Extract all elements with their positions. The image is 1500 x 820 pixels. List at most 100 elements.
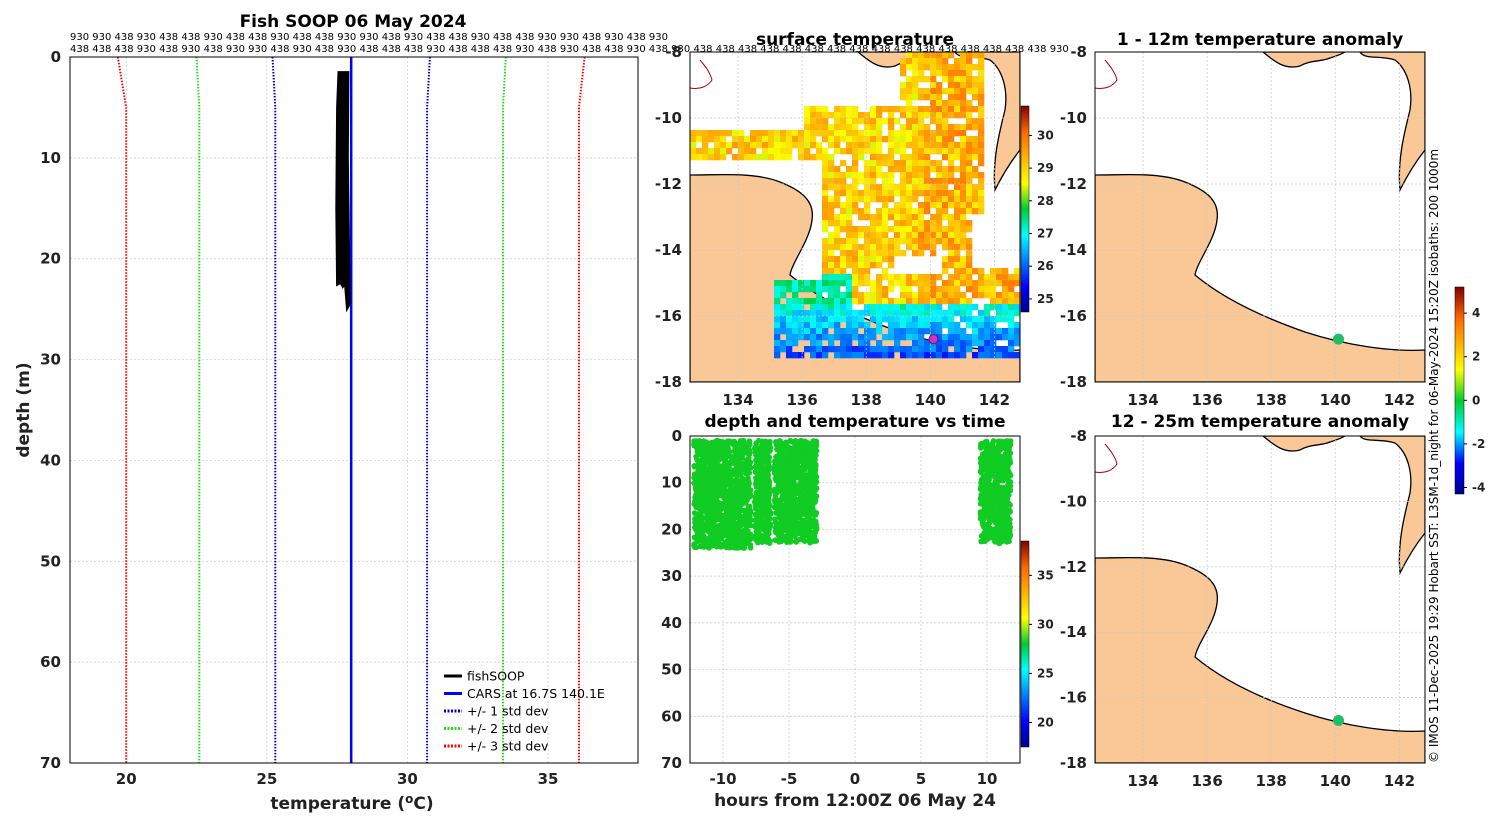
sst-cell: [894, 208, 901, 215]
sst-cell: [930, 70, 937, 77]
sst-cell: [978, 142, 985, 149]
sst-cell: [828, 334, 835, 341]
sst-cell: [978, 316, 985, 323]
sst-cell: [960, 70, 967, 77]
sst-cell: [918, 94, 925, 101]
sst-cell: [918, 202, 925, 209]
sst-cell: [786, 328, 793, 335]
depth-time-point: [765, 502, 772, 509]
anomaly-1-12m-panel: 1 - 12m temperature anomaly 134 136 138 140…: [1060, 30, 1485, 494]
depth-time-point: [986, 500, 992, 507]
sst-cell: [894, 142, 901, 149]
sst-cell: [906, 130, 913, 137]
sst-cell: [948, 94, 955, 101]
sst-cell: [930, 322, 937, 329]
sst-cell: [990, 340, 997, 347]
sst-cell: [996, 274, 1003, 281]
sst-cell: [900, 106, 907, 113]
sst-cell: [924, 52, 931, 59]
sst-cell: [750, 148, 757, 155]
sst-cell: [900, 82, 907, 89]
depth-time-point: [759, 481, 766, 488]
sst-cell: [966, 250, 973, 257]
sst-cell: [846, 340, 853, 347]
sst-cell: [972, 82, 979, 89]
sst-cell: [906, 160, 913, 167]
sst-cell: [702, 142, 709, 149]
sst-cell: [888, 250, 895, 257]
sst-cell: [816, 130, 823, 137]
sst-cell: [924, 94, 931, 101]
sst-cell: [882, 190, 889, 197]
sst-cell: [822, 286, 829, 293]
depth-time-point: [979, 484, 986, 491]
depth-time-point: [792, 459, 799, 465]
depth-time-point: [788, 497, 794, 504]
sst-cell: [786, 286, 793, 293]
sst-cell: [768, 148, 775, 155]
depth-time-point: [720, 462, 727, 468]
sst-cell: [948, 52, 955, 59]
profile-xlabel: temperature (oC): [270, 792, 433, 814]
sst-cell: [1008, 328, 1015, 335]
sst-cell: [924, 112, 931, 119]
sst-cell: [888, 256, 895, 263]
sst-cell: [894, 202, 901, 209]
sst-cell: [966, 100, 973, 107]
sst-cell: [978, 106, 985, 113]
sst-cell: [888, 328, 895, 335]
anomaly-colorbar-tick-label: 2: [1472, 350, 1480, 364]
sst-cell: [756, 130, 763, 137]
profile-ytick: 10: [40, 149, 61, 167]
sst-cell: [846, 184, 853, 191]
sst-cell: [870, 178, 877, 185]
sst-cell: [864, 322, 871, 329]
sst-cell: [726, 130, 733, 137]
sst-cell: [936, 346, 943, 353]
sst-cell: [822, 328, 829, 335]
sst-cell: [822, 154, 829, 161]
sst-cell: [852, 268, 859, 275]
depth-time-point: [735, 482, 742, 488]
sst-cell: [972, 190, 979, 197]
sst-cell: [966, 334, 973, 341]
depth-time-point: [697, 543, 704, 550]
depth-time-point: [726, 470, 732, 477]
depth-time-point: [711, 531, 717, 538]
sst-cell: [738, 136, 745, 143]
depth-time-point: [714, 443, 721, 450]
sst-cell: [846, 250, 853, 257]
sst-cell: [828, 262, 835, 269]
sst-cell: [966, 322, 973, 329]
depth-time-point: [979, 492, 986, 498]
sst-cell: [990, 334, 997, 341]
sst-cell: [906, 346, 913, 353]
sst-cell: [966, 190, 973, 197]
sst-cell: [936, 190, 943, 197]
sst-cell: [954, 178, 961, 185]
sst-cell: [924, 208, 931, 215]
sst-cell: [1008, 280, 1015, 287]
sst-cell: [960, 130, 967, 137]
sst-cell: [984, 340, 991, 347]
depth-time-point: [737, 443, 744, 450]
sst-cell: [900, 148, 907, 155]
sst-cell: [978, 148, 985, 155]
sst-cell: [954, 286, 961, 293]
sst-cell: [888, 172, 895, 179]
sst-cell: [840, 124, 847, 131]
sst-cell: [966, 148, 973, 155]
sst-cell: [780, 292, 787, 299]
sst-cell: [864, 112, 871, 119]
depth-time-xtick: 5: [916, 770, 926, 788]
sst-cell: [954, 82, 961, 89]
sst-cell: [870, 280, 877, 287]
sst-cell: [804, 124, 811, 131]
sst-cell: [918, 178, 925, 185]
sst-cell: [936, 160, 943, 167]
sst-cell: [876, 310, 883, 317]
sst-cell: [822, 148, 829, 155]
sst-cell: [792, 136, 799, 143]
sst-cell: [912, 136, 919, 143]
sst-cell: [954, 214, 961, 221]
